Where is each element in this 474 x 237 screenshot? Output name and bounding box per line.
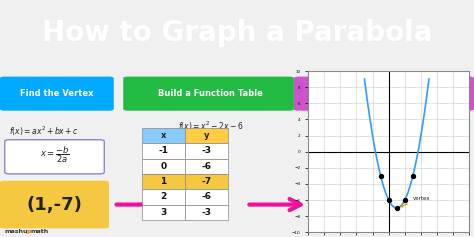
Text: -7: -7 xyxy=(201,177,211,186)
FancyBboxPatch shape xyxy=(142,174,185,189)
Text: mashu: mashu xyxy=(5,229,28,234)
Text: Find the Vertex: Find the Vertex xyxy=(20,89,94,98)
Text: -6: -6 xyxy=(201,192,211,201)
FancyBboxPatch shape xyxy=(142,189,185,205)
Text: $f(x) = x^2 - 2x - 6$: $f(x) = x^2 - 2x - 6$ xyxy=(178,119,244,133)
FancyBboxPatch shape xyxy=(0,181,109,228)
Text: (1,-7): (1,-7) xyxy=(27,196,82,214)
Text: -1: -1 xyxy=(158,146,169,155)
FancyBboxPatch shape xyxy=(185,174,228,189)
Text: Build a Function Table: Build a Function Table xyxy=(158,89,264,98)
Text: math: math xyxy=(31,229,49,234)
FancyBboxPatch shape xyxy=(123,77,294,111)
FancyBboxPatch shape xyxy=(5,140,104,174)
FancyBboxPatch shape xyxy=(294,77,474,111)
Text: x: x xyxy=(161,131,166,140)
Text: $x = \dfrac{-b}{2a}$: $x = \dfrac{-b}{2a}$ xyxy=(40,145,69,165)
Text: 0: 0 xyxy=(161,162,166,171)
FancyBboxPatch shape xyxy=(185,143,228,159)
FancyBboxPatch shape xyxy=(142,143,185,159)
Point xyxy=(409,174,417,178)
Point xyxy=(401,198,409,202)
Text: 3: 3 xyxy=(160,208,167,217)
FancyBboxPatch shape xyxy=(185,189,228,205)
Text: $f(x) = ax^2 + bx + c$: $f(x) = ax^2 + bx + c$ xyxy=(9,124,79,138)
Text: vertex: vertex xyxy=(401,196,430,207)
FancyBboxPatch shape xyxy=(142,159,185,174)
Text: -3: -3 xyxy=(201,208,211,217)
Text: p: p xyxy=(26,229,30,234)
FancyBboxPatch shape xyxy=(142,128,185,143)
Point xyxy=(385,198,392,202)
Text: How to Graph a Parabola: How to Graph a Parabola xyxy=(42,19,432,47)
Point xyxy=(377,174,384,178)
Point xyxy=(393,206,401,210)
FancyBboxPatch shape xyxy=(142,205,185,220)
Text: y: y xyxy=(203,131,209,140)
FancyBboxPatch shape xyxy=(185,205,228,220)
Text: -6: -6 xyxy=(201,162,211,171)
Text: 2: 2 xyxy=(160,192,167,201)
FancyBboxPatch shape xyxy=(185,159,228,174)
FancyBboxPatch shape xyxy=(0,77,114,111)
FancyBboxPatch shape xyxy=(185,128,228,143)
Text: -3: -3 xyxy=(201,146,211,155)
Text: Plot Points and Graph: Plot Points and Graph xyxy=(334,89,438,98)
Text: 1: 1 xyxy=(160,177,167,186)
